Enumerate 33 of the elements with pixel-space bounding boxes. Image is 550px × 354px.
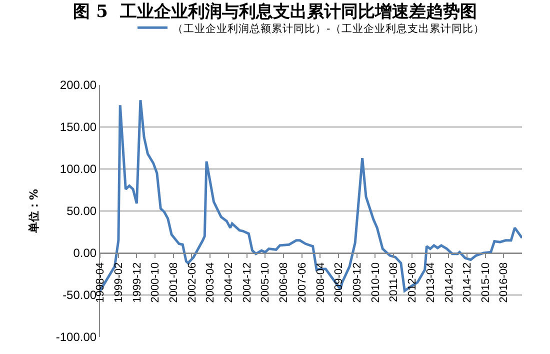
x-tick-label: 2002-06 bbox=[186, 262, 198, 303]
x-tick-label: 2004-12 bbox=[241, 262, 254, 303]
x-tick-label: 1999-12 bbox=[131, 262, 144, 303]
x-tick-label: 2013-04 bbox=[424, 262, 437, 303]
y-tick-label: -50.00 bbox=[62, 288, 97, 302]
y-axis-title: 单位：% bbox=[28, 188, 41, 234]
x-tick-label: 2008-04 bbox=[314, 262, 327, 303]
x-tick-label: 2005-10 bbox=[260, 262, 272, 303]
x-tick-label: 2009-02 bbox=[333, 262, 346, 303]
x-tick-label: 1998-04 bbox=[94, 262, 107, 303]
x-tick-label: 2011-08 bbox=[388, 262, 400, 302]
x-tick-label: 2014-12 bbox=[462, 262, 474, 303]
x-tick-label: 2004-02 bbox=[223, 262, 236, 303]
x-tick-label: 2015-10 bbox=[480, 262, 492, 303]
x-tick-label: 2014-02 bbox=[443, 262, 456, 303]
y-tick-label: 200.00 bbox=[60, 78, 97, 92]
x-tick-label: 2016-08 bbox=[498, 262, 510, 303]
x-tick-label: 2001-08 bbox=[168, 262, 180, 303]
x-tick-label: 2000-10 bbox=[150, 262, 162, 303]
x-tick-label: 2003-04 bbox=[204, 262, 217, 303]
legend-label: （工业企业利润总额累计同比）-（工业企业利息支出累计同比） bbox=[172, 22, 484, 35]
y-tick-label: 150.00 bbox=[60, 120, 97, 134]
x-tick-label: 1999-02 bbox=[113, 262, 126, 303]
x-tick-label: 2010-10 bbox=[370, 262, 382, 303]
chart-title: 图 5 工业企业利润与利息支出累计同比增速差趋势图 bbox=[73, 2, 477, 22]
x-tick-label: 2009-12 bbox=[351, 262, 364, 303]
y-tick-label: -100.00 bbox=[56, 330, 97, 344]
y-tick-label: 50.00 bbox=[66, 204, 97, 218]
x-tick-label: 2012-06 bbox=[406, 262, 419, 303]
x-tick-label: 2007-06 bbox=[296, 262, 308, 303]
x-tick-label: 2006-08 bbox=[278, 262, 290, 303]
y-tick-label: 0.00 bbox=[73, 246, 97, 260]
y-tick-label: 100.00 bbox=[60, 162, 97, 176]
